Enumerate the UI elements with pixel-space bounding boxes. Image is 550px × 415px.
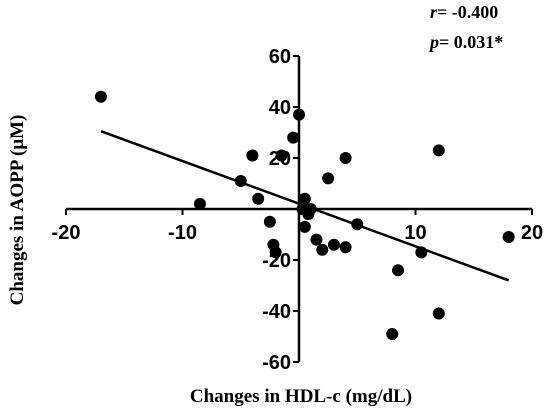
- p-symbol: p: [428, 32, 439, 52]
- x-tick-label: -10: [168, 222, 197, 244]
- p-value: = 0.031*: [439, 32, 503, 52]
- y-tick-label: -60: [262, 352, 291, 374]
- r-symbol: r: [430, 2, 438, 22]
- y-tick-label: -20: [262, 250, 291, 272]
- data-point: [293, 108, 305, 121]
- data-point: [322, 172, 335, 185]
- y-tick-label: 20: [269, 148, 291, 170]
- data-point: [502, 231, 515, 244]
- r-value: = -0.400: [437, 2, 498, 22]
- data-point: [339, 241, 352, 254]
- data-point: [415, 246, 428, 259]
- data-point: [339, 152, 352, 164]
- y-tick-label: -40: [262, 301, 291, 323]
- data-point: [269, 246, 282, 259]
- p-statistic: p= 0.031*: [428, 32, 503, 52]
- data-point: [392, 264, 405, 277]
- data-point: [327, 238, 340, 251]
- data-point: [316, 243, 329, 256]
- data-point: [252, 192, 265, 205]
- data-point: [298, 192, 311, 205]
- data-point: [193, 197, 206, 210]
- data-point: [94, 90, 107, 103]
- data-point: [351, 218, 364, 231]
- data-point: [287, 131, 300, 144]
- tick-labels: -20 -10 10 20 60 40 20 -20 -40 -60: [52, 46, 544, 374]
- data-point: [432, 307, 445, 320]
- y-tick-label: 40: [269, 97, 291, 119]
- data-point: [234, 174, 247, 187]
- x-tick-label: -20: [52, 222, 81, 244]
- data-point: [298, 220, 311, 233]
- data-point: [310, 233, 323, 246]
- data-points: [94, 90, 515, 340]
- data-point: [263, 215, 276, 228]
- data-point: [304, 203, 317, 215]
- y-tick-label: 60: [269, 46, 291, 68]
- x-tick-label: 20: [521, 222, 543, 244]
- y-axis-title: Changes in AOPP (μM): [7, 115, 28, 306]
- data-point: [386, 327, 399, 340]
- x-axis-title: Changes in HDL-c (mg/dL): [190, 386, 412, 407]
- x-tick-label: 10: [404, 222, 426, 244]
- data-point: [275, 149, 288, 162]
- data-point: [246, 149, 259, 162]
- data-point: [432, 144, 445, 157]
- r-statistic: r= -0.400: [430, 2, 498, 22]
